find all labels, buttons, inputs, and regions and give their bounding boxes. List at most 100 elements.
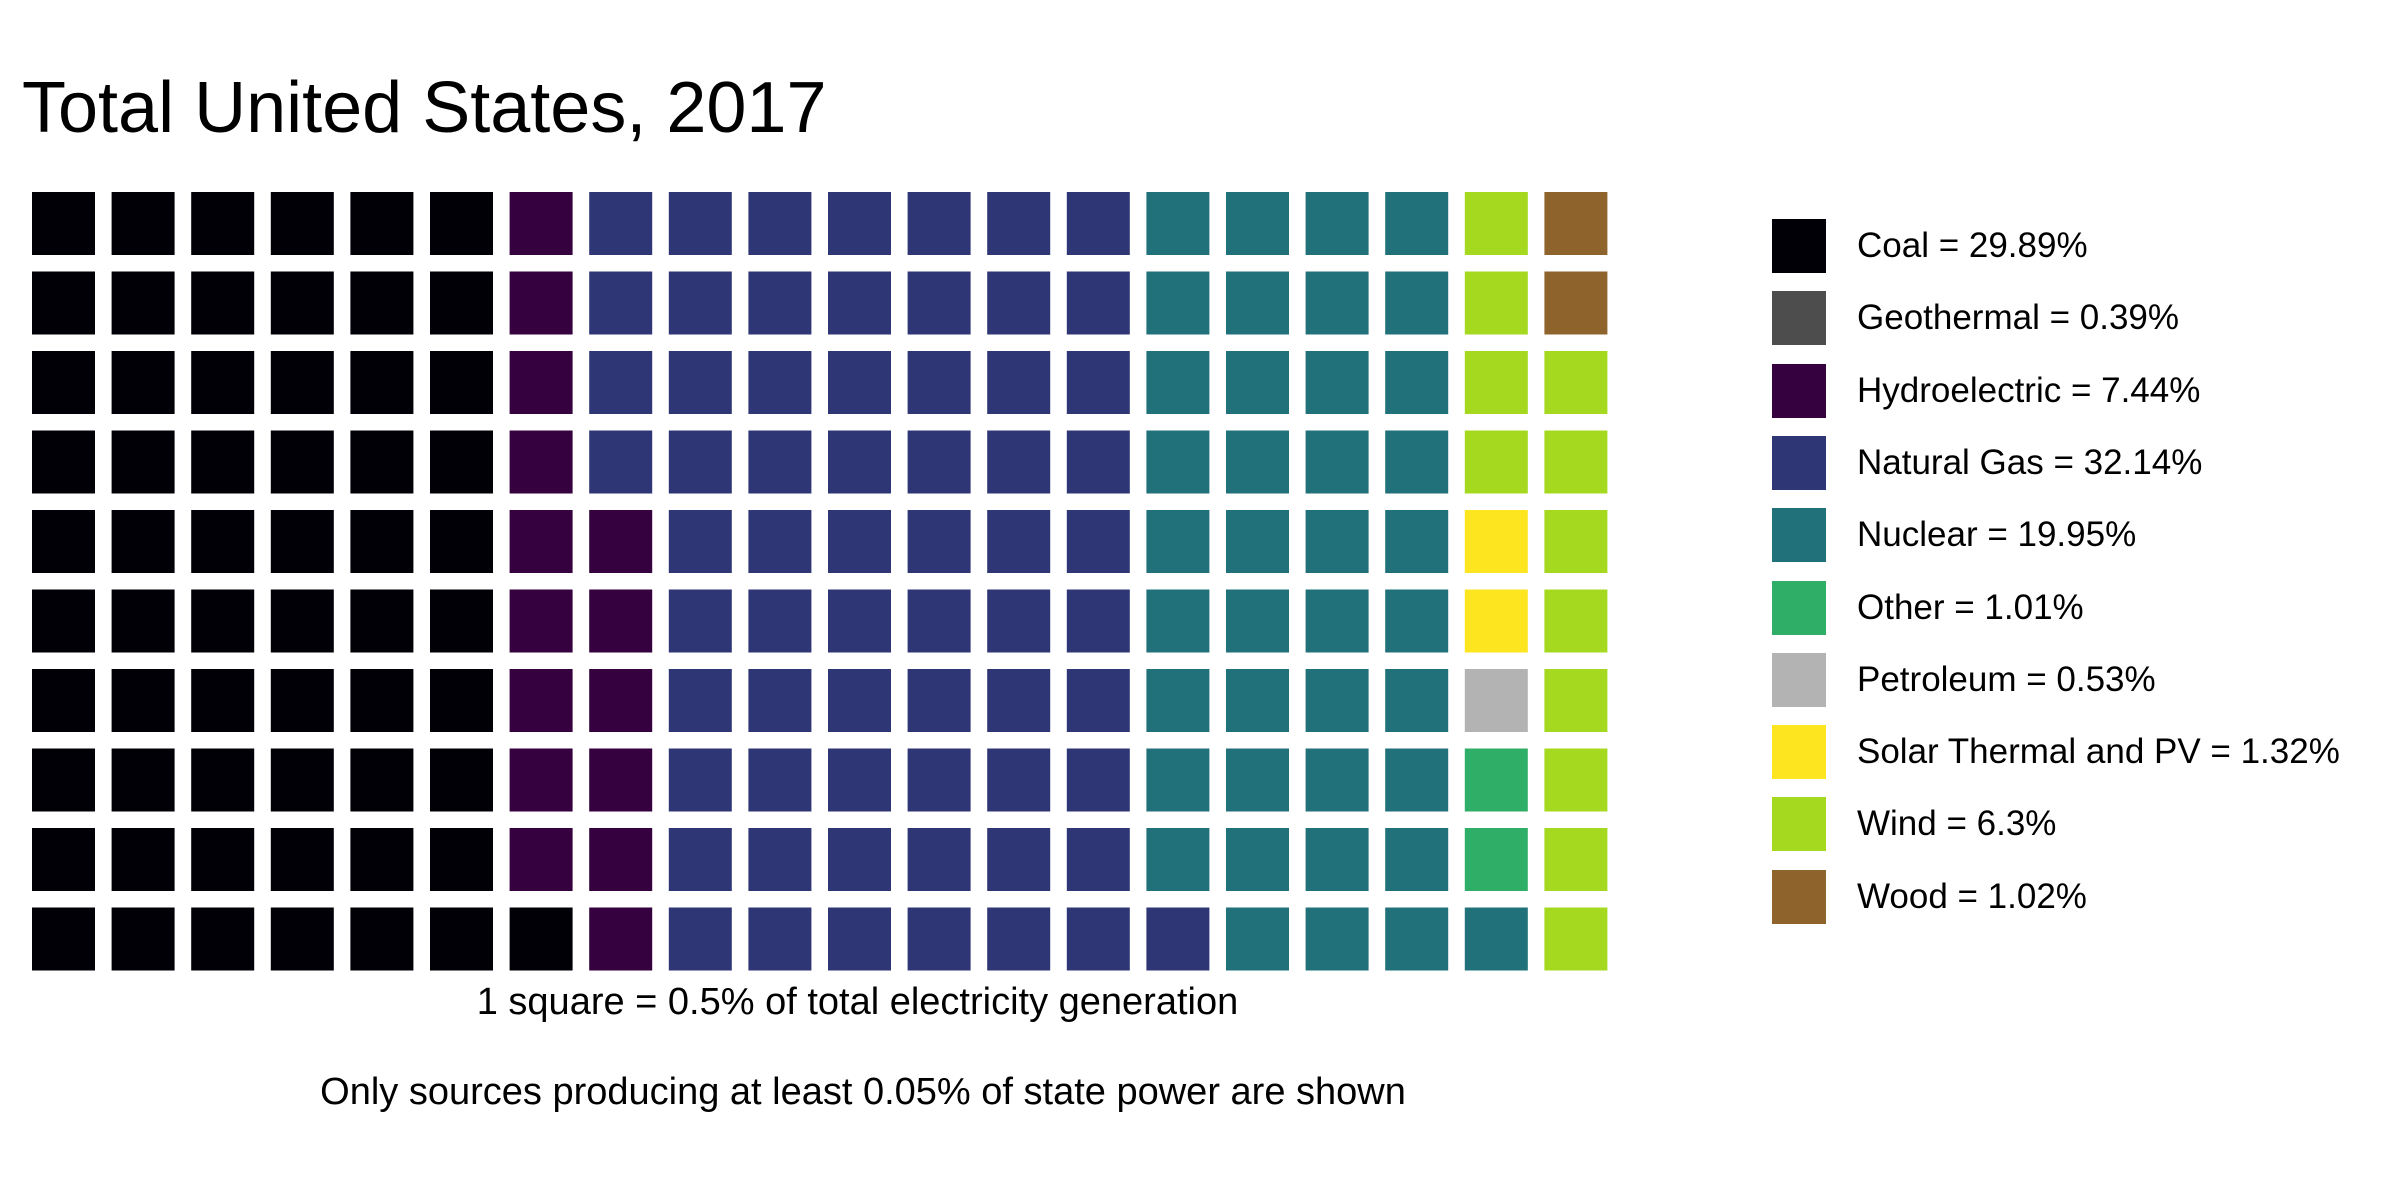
waffle-square-natural-gas [907, 430, 971, 494]
waffle-square-wind [1464, 271, 1528, 335]
waffle-square-coal [350, 271, 414, 335]
waffle-square-natural-gas [1066, 907, 1130, 971]
waffle-square-natural-gas [1066, 271, 1130, 335]
waffle-square-coal [270, 907, 334, 971]
legend-swatch-hydroelectric [1772, 363, 1826, 418]
waffle-square-nuclear [1385, 510, 1449, 573]
waffle-square-solar-thermal-and-pv [1464, 589, 1528, 653]
waffle-square-nuclear [1146, 271, 1210, 335]
waffle-square-natural-gas [748, 510, 812, 573]
waffle-square-coal [32, 669, 95, 732]
waffle-square-natural-gas [987, 430, 1051, 494]
waffle-square-coal [111, 828, 175, 891]
waffle-square-natural-gas [668, 351, 732, 414]
legend-label-nuclear: Nuclear = 19.95% [1857, 515, 2137, 555]
waffle-square-coal [32, 271, 95, 335]
waffle-square-natural-gas [907, 351, 971, 414]
legend-item-wind: Wind = 6.3% [1772, 797, 2392, 855]
waffle-square-solar-thermal-and-pv [1464, 510, 1528, 573]
waffle-square-natural-gas [1066, 748, 1130, 812]
waffle-square-nuclear [1385, 907, 1449, 971]
waffle-square-coal [191, 510, 255, 573]
legend-item-geothermal: Geothermal = 0.39% [1772, 291, 2392, 349]
waffle-square-wind [1464, 351, 1528, 414]
legend-label-coal: Coal = 29.89% [1857, 226, 2088, 265]
legend-swatch-wood [1772, 869, 1826, 924]
waffle-square-natural-gas [589, 192, 653, 255]
waffle-square-natural-gas [987, 748, 1051, 812]
waffle-square-nuclear [1385, 669, 1449, 732]
legend-swatch-wind [1772, 797, 1826, 852]
waffle-square-coal [350, 828, 414, 891]
waffle-square-coal [191, 351, 255, 414]
waffle-square-coal [430, 907, 493, 971]
waffle-square-coal [270, 589, 334, 653]
waffle-square-wind [1544, 351, 1608, 414]
legend-swatch-natural-gas [1772, 435, 1826, 490]
legend-label-geothermal: Geothermal = 0.39% [1857, 298, 2179, 338]
waffle-square-hydroelectric [509, 510, 573, 573]
waffle-square-natural-gas [748, 271, 812, 335]
waffle-square-nuclear [1226, 748, 1289, 812]
waffle-square-nuclear [1146, 430, 1210, 494]
waffle-square-coal [111, 351, 175, 414]
waffle-square-natural-gas [1066, 192, 1130, 255]
waffle-square-coal [350, 430, 414, 494]
waffle-square-coal [32, 907, 95, 971]
waffle-square-natural-gas [828, 907, 891, 971]
waffle-square-coal [32, 589, 95, 653]
waffle-square-nuclear [1305, 192, 1369, 255]
waffle-square-coal [430, 828, 493, 891]
waffle-square-coal [430, 589, 493, 653]
waffle-square-natural-gas [828, 192, 891, 255]
waffle-square-natural-gas [1066, 669, 1130, 732]
waffle-square-natural-gas [828, 748, 891, 812]
waffle-square-natural-gas [907, 828, 971, 891]
waffle-square-coal [191, 271, 255, 335]
waffle-square-coal [32, 828, 95, 891]
waffle-square-coal [111, 271, 175, 335]
waffle-square-coal [191, 748, 255, 812]
legend-swatch-solar-thermal-and-pv [1772, 725, 1826, 780]
waffle-square-hydroelectric [589, 907, 653, 971]
waffle-square-nuclear [1146, 351, 1210, 414]
waffle-square-coal [111, 748, 175, 812]
waffle-square-natural-gas [668, 510, 732, 573]
waffle-square-coal [270, 351, 334, 414]
caption-square-scale: 1 square = 0.5% of total electricity gen… [476, 981, 1239, 1023]
waffle-square-natural-gas [987, 510, 1051, 573]
waffle-square-natural-gas [828, 351, 891, 414]
waffle-square-hydroelectric [509, 828, 573, 891]
waffle-square-natural-gas [748, 748, 812, 812]
waffle-square-other [1464, 828, 1528, 891]
legend-item-coal: Coal = 29.89% [1772, 219, 2392, 277]
waffle-square-natural-gas [987, 271, 1051, 335]
waffle-square-natural-gas [828, 430, 891, 494]
waffle-square-hydroelectric [509, 669, 573, 732]
waffle-square-coal [270, 828, 334, 891]
waffle-square-hydroelectric [509, 271, 573, 335]
waffle-square-wind [1544, 510, 1608, 573]
waffle-square-wind [1544, 589, 1608, 653]
legend-item-hydroelectric: Hydroelectric = 7.44% [1772, 363, 2392, 422]
waffle-square-coal [191, 589, 255, 653]
waffle-square-wind [1464, 192, 1528, 255]
caption-threshold-note: Only sources producing at least 0.05% of… [320, 1071, 1406, 1113]
waffle-square-coal [111, 907, 175, 971]
waffle-square-nuclear [1305, 828, 1369, 891]
legend-swatch-nuclear [1772, 508, 1826, 563]
waffle-square-nuclear [1146, 510, 1210, 573]
waffle-square-nuclear [1305, 669, 1369, 732]
waffle-square-coal [350, 669, 414, 732]
legend-label-petroleum: Petroleum = 0.53% [1857, 659, 2156, 699]
waffle-square-coal [430, 271, 493, 335]
waffle-square-petroleum [1464, 669, 1528, 732]
waffle-square-nuclear [1226, 907, 1289, 971]
legend-label-natural-gas: Natural Gas = 32.14% [1857, 442, 2203, 482]
waffle-square-natural-gas [907, 669, 971, 732]
waffle-square-nuclear [1305, 748, 1369, 812]
waffle-square-natural-gas [668, 669, 732, 732]
waffle-square-nuclear [1305, 430, 1369, 494]
waffle-square-coal [32, 430, 95, 494]
waffle-square-nuclear [1226, 828, 1289, 891]
